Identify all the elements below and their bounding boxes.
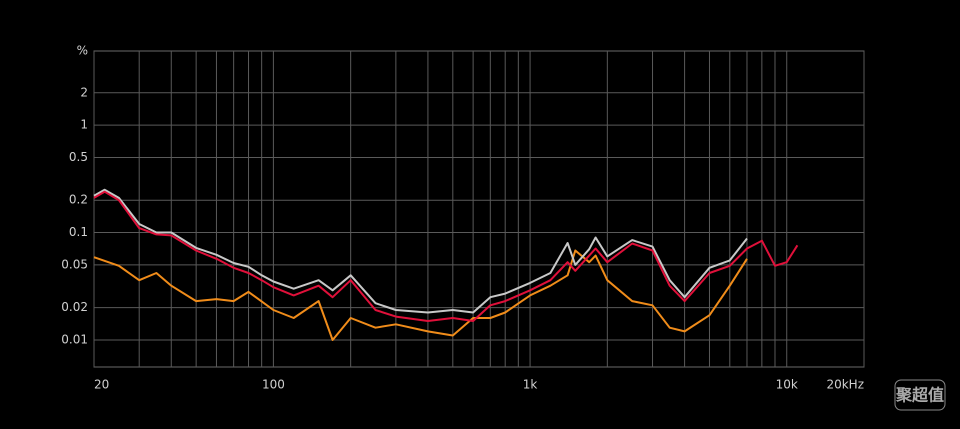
y-tick-label: 0.02: [61, 300, 88, 314]
y-tick-label: 0.1: [69, 225, 88, 239]
x-tick-label: 10k: [776, 378, 798, 392]
series-line: [93, 249, 748, 341]
series-line: [93, 188, 748, 314]
x-tick-label: 20: [94, 378, 109, 392]
plot-frame: [93, 50, 865, 368]
x-tick-label: 100: [262, 378, 285, 392]
y-tick-label: 1: [80, 118, 88, 132]
watermark: 聚超值: [895, 386, 944, 405]
x-tick-label: 20kHz: [826, 378, 864, 392]
y-tick-label: 0.05: [61, 257, 88, 271]
series-line: [93, 190, 799, 322]
watermark-box: [894, 379, 946, 411]
y-tick-label: 2: [80, 85, 88, 99]
y-tick-label: 0.2: [69, 193, 88, 207]
y-tick-label: 0.01: [61, 332, 88, 346]
x-tick-label: 1k: [523, 378, 538, 392]
y-tick-label: 0.5: [69, 150, 88, 164]
y-axis-label: %: [77, 44, 88, 58]
